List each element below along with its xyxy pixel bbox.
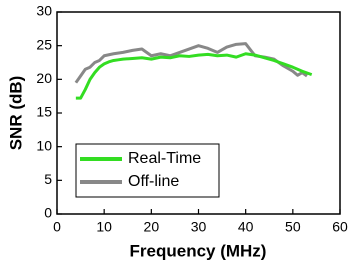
x-axis-label: Frequency (MHz) bbox=[130, 241, 267, 260]
legend-box bbox=[75, 143, 220, 198]
x-tick-label: 60 bbox=[332, 219, 348, 235]
x-tick-label: 0 bbox=[53, 219, 61, 235]
x-tick-label: 50 bbox=[285, 219, 301, 235]
legend-label: Off-line bbox=[128, 173, 179, 190]
y-tick-label: 10 bbox=[36, 137, 52, 153]
y-tick-label: 30 bbox=[36, 3, 52, 19]
y-tick-label: 5 bbox=[44, 171, 52, 187]
y-tick-label: 20 bbox=[36, 70, 52, 86]
y-tick-label: 0 bbox=[44, 205, 52, 221]
series-line bbox=[75, 52, 313, 100]
legend-label: Real-Time bbox=[128, 150, 201, 167]
x-tick-label: 10 bbox=[96, 219, 112, 235]
x-tick-label: 30 bbox=[191, 219, 207, 235]
series-line bbox=[74, 42, 308, 84]
y-tick-label: 15 bbox=[36, 104, 52, 120]
x-tick-label: 20 bbox=[144, 219, 160, 235]
x-tick-label: 40 bbox=[238, 219, 254, 235]
y-axis-label: SNR (dB) bbox=[6, 76, 25, 151]
plot-frame bbox=[56, 11, 341, 215]
y-tick-label: 25 bbox=[36, 36, 52, 52]
